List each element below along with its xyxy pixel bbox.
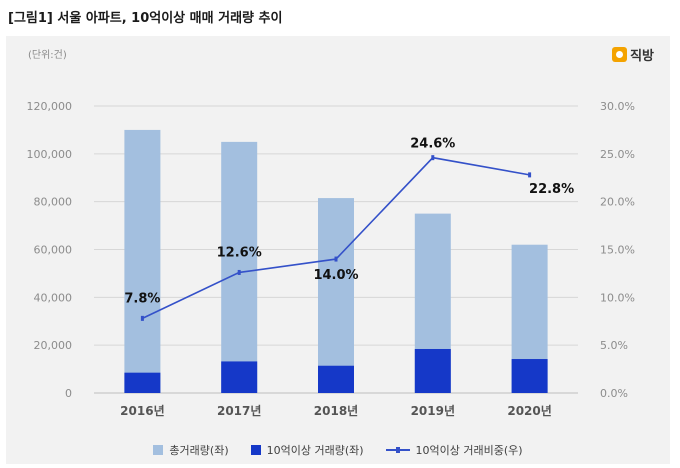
chart-panel: (단위:건) 직방 0 0.0% 20,000 5.0% 40,000 10.0% 60,0… <box>6 36 670 464</box>
legend-item-premium: 10억이상 거래량(좌) <box>250 442 364 458</box>
legend-item-ratio: 10억이상 거래비중(우) <box>385 442 523 458</box>
figure-title: [그림1] 서울 아파트, 10억이상 매매 거래량 추이 <box>8 11 283 26</box>
ratio-point <box>431 155 435 161</box>
y-right-tick-label: 0.0% <box>600 387 628 400</box>
legend-swatch-total <box>153 445 164 455</box>
y-right-tick-label: 30.0% <box>600 100 635 113</box>
brand-logo: 직방 <box>612 45 654 64</box>
y-right-tick-label: 20.0% <box>600 196 635 209</box>
y-left-tick-label: 100,000 <box>27 148 73 161</box>
y-right-tick-label: 15.0% <box>600 244 635 257</box>
chart-legend: 총거래량(좌) 10억이상 거래량(좌) 10억이상 거래비중(우) <box>6 442 670 458</box>
bar-premium <box>124 372 161 393</box>
ratio-data-label: 14.0% <box>313 268 358 283</box>
legend-label-ratio: 10억이상 거래비중(우) <box>415 444 523 457</box>
ratio-point <box>528 172 532 178</box>
y-left-tick-label: 0 <box>65 387 72 400</box>
legend-swatch-ratio <box>385 447 410 453</box>
x-tick-label: 2016년 <box>120 404 164 418</box>
combo-chart: 0 0.0% 20,000 5.0% 40,000 10.0% 60,000 15.0% 80,… <box>27 100 635 418</box>
legend-label-premium: 10억이상 거래량(좌) <box>266 444 364 457</box>
bar-premium <box>414 348 451 393</box>
bar-total <box>221 141 258 393</box>
bar-total <box>124 129 161 393</box>
ratio-data-label: 22.8% <box>529 182 574 197</box>
legend-label-total: 총거래량(좌) <box>169 444 229 457</box>
y-left-tick-label: 120,000 <box>27 100 73 113</box>
unit-note: (단위:건) <box>28 50 67 61</box>
house-logo-icon <box>612 47 628 62</box>
brand-name: 직방 <box>630 49 654 64</box>
ratio-data-label: 24.6% <box>410 137 455 152</box>
bar-premium <box>318 365 354 393</box>
legend-swatch-premium <box>250 445 261 455</box>
y-left-tick-label: 60,000 <box>34 244 73 257</box>
ratio-point <box>334 256 338 262</box>
ratio-point <box>140 315 144 321</box>
bar-premium <box>221 361 258 393</box>
ratio-point <box>237 269 241 275</box>
y-left-tick-label: 80,000 <box>34 196 73 209</box>
x-tick-label: 2017년 <box>217 404 261 418</box>
x-tick-label: 2019년 <box>411 404 455 418</box>
bar-total <box>318 198 354 393</box>
ratio-data-label: 12.6% <box>217 245 262 260</box>
y-left-tick-label: 20,000 <box>34 339 73 352</box>
legend-item-total: 총거래량(좌) <box>153 442 229 458</box>
y-left-tick-label: 40,000 <box>34 291 73 304</box>
bar-premium <box>511 359 548 393</box>
ratio-data-label: 7.8% <box>124 291 160 306</box>
x-tick-label: 2020년 <box>507 404 551 418</box>
y-right-tick-label: 25.0% <box>600 148 635 161</box>
y-right-tick-label: 5.0% <box>600 339 628 352</box>
x-tick-label: 2018년 <box>314 404 358 418</box>
y-right-tick-label: 10.0% <box>600 291 635 304</box>
